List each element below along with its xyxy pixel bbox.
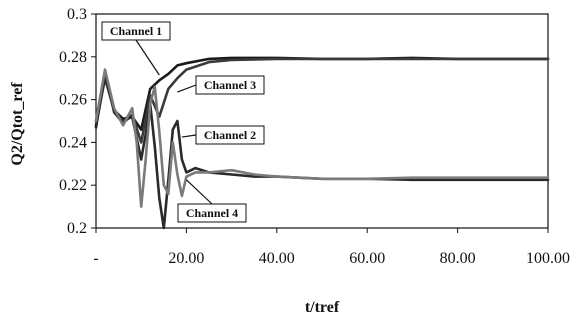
annotation-label: Channel 3 xyxy=(204,78,256,92)
x-tick-label: 80.00 xyxy=(440,250,476,267)
x-tick-label: 40.00 xyxy=(259,250,295,267)
x-axis-title: t/tref xyxy=(305,299,340,316)
series-line-channel-4 xyxy=(94,68,550,208)
y-tick-label: 0.28 xyxy=(59,49,87,66)
annotation-leader xyxy=(181,134,197,138)
annotation-box xyxy=(177,203,247,223)
x-tick-label: 60.00 xyxy=(349,250,385,267)
y-tick-label: 0.26 xyxy=(59,92,87,109)
x-tick-label: 100.00 xyxy=(526,250,570,267)
annotations: Channel 1 Channel 3 Channel 2 Channel 4 xyxy=(101,21,265,223)
annotation-label: Channel 4 xyxy=(186,206,238,220)
annotation-label: Channel 1 xyxy=(110,24,162,38)
x-tick-label: - xyxy=(93,250,98,267)
y-axis-title: Q2/Qtot_ref xyxy=(9,82,26,166)
y-tick-label: 0.3 xyxy=(67,6,87,23)
y-tick-label: 0.22 xyxy=(59,177,87,194)
y-axis-ticks: 0.2 0.22 0.24 0.26 0.28 0.3 xyxy=(59,6,96,237)
x-tick-label: 20.00 xyxy=(168,250,204,267)
series-lines xyxy=(94,56,550,230)
annotation-leader xyxy=(177,84,197,93)
y-tick-label: 0.2 xyxy=(67,220,87,237)
annotation-leader xyxy=(135,39,160,76)
annotation-box xyxy=(101,21,171,41)
plot-area-frame xyxy=(95,13,549,229)
annotation-leader xyxy=(185,179,213,205)
annotation-label: Channel 2 xyxy=(204,128,256,142)
annotation-box xyxy=(195,125,265,145)
annotation-box xyxy=(195,75,265,95)
x-axis-ticks: - 20.00 40.00 60.00 80.00 100.00 xyxy=(93,228,570,267)
y-tick-label: 0.24 xyxy=(59,134,87,151)
